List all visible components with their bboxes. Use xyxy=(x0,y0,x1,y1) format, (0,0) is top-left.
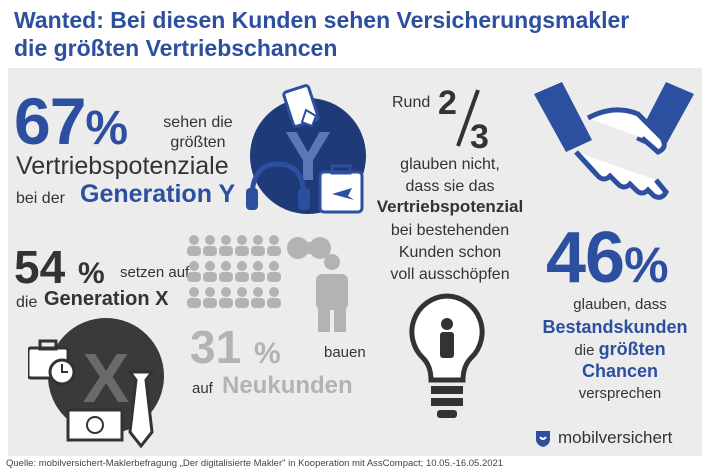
stat-54-text-a: setzen auf xyxy=(120,264,190,281)
stat-46-target-c: Chancen xyxy=(581,361,659,381)
stat-67-text-a: sehen die xyxy=(163,114,233,131)
crowd-person-icon xyxy=(219,235,233,256)
crowd-person-icon xyxy=(267,235,281,256)
stat-23-target: Vertriebspotenzial xyxy=(376,197,524,216)
generation-y-icon: Y xyxy=(246,84,366,214)
page-title: Wanted: Bei diesen Kunden sehen Versiche… xyxy=(14,6,629,62)
stat-23-text-c: bei bestehenden xyxy=(390,222,510,239)
crowd-person-icon xyxy=(203,261,217,282)
clock-icon xyxy=(48,358,76,386)
stat-23-text-d: Kunden schon xyxy=(398,244,502,261)
mobilversichert-logo: mobilversichert xyxy=(534,428,672,448)
stat-54-text-b: die xyxy=(16,294,38,311)
stat-67-text-c: Vertriebspotenziale xyxy=(16,152,229,180)
gen-x-letter: X xyxy=(83,339,130,417)
crowd-person-icon xyxy=(235,287,249,308)
crowd-person-icon xyxy=(203,287,217,308)
logo-text: mobilversichert xyxy=(558,428,673,447)
generation-x-icon: X xyxy=(28,318,164,449)
stat-23-prefix: Rund xyxy=(392,94,431,111)
stat-23-text-b: dass sie das xyxy=(405,178,495,195)
stat-46-line-b: die größten xyxy=(540,338,700,362)
stat-67-value: 67% xyxy=(14,84,128,158)
crowd-person-icon xyxy=(235,235,249,256)
stat-31-value: 31 % xyxy=(190,321,281,373)
title-line-1: Wanted: Bei diesen Kunden sehen Versiche… xyxy=(14,7,630,33)
crowd-person-icon xyxy=(267,261,281,282)
money-icon xyxy=(66,408,124,442)
crowd-person-icon xyxy=(267,287,281,308)
shield-icon xyxy=(536,431,550,447)
fraction-slash xyxy=(456,89,480,147)
stat-46-value: 46% xyxy=(546,218,669,298)
stat-67-text-b: größten xyxy=(170,134,226,151)
title-line-2: die größten Vertriebschancen xyxy=(14,35,338,61)
crowd-person-icon xyxy=(187,261,201,282)
crowd-person-icon xyxy=(251,287,265,308)
crowd-person-icon xyxy=(251,261,265,282)
stat-31-text-b: auf xyxy=(192,380,213,397)
stat-23-numerator: 2 xyxy=(438,84,457,122)
stat-31-target: Neukunden xyxy=(222,372,353,399)
crowd-icon xyxy=(187,235,281,308)
stat-46-target-b: größten xyxy=(598,339,666,359)
light-bulb-icon xyxy=(409,293,485,418)
stat-67-text-d: bei der xyxy=(16,190,65,207)
crowd-person-icon xyxy=(203,235,217,256)
stat-46-text-b: die xyxy=(574,342,595,359)
binoculars-person-icon xyxy=(287,237,348,332)
source-note: Quelle: mobilversichert-Maklerbefragung … xyxy=(6,458,504,469)
stat-54-target: Generation X xyxy=(44,288,169,310)
tie-icon xyxy=(127,370,155,449)
stat-23-text-e: voll ausschöpfen xyxy=(390,266,510,283)
headphones-icon xyxy=(246,161,310,210)
stat-23-denominator: 3 xyxy=(470,118,489,156)
stat-54-value: 54 % xyxy=(14,241,105,293)
smartphone-icon xyxy=(282,84,320,128)
stat-46-target: Bestandskunden xyxy=(542,317,688,337)
person-icon xyxy=(440,318,454,358)
stat-31-text-a: bauen xyxy=(324,344,366,361)
stat-46-text-c: versprechen xyxy=(578,385,662,402)
stat-67-target: Generation Y xyxy=(80,180,236,208)
stat-46-text-a: glauben, dass xyxy=(573,296,667,313)
handshake-icon xyxy=(534,82,694,200)
crowd-person-icon xyxy=(251,235,265,256)
crowd-person-icon xyxy=(187,235,201,256)
stat-23-text-a: glauben nicht, xyxy=(400,156,500,173)
suitcase-icon xyxy=(318,164,364,214)
crowd-person-icon xyxy=(219,287,233,308)
crowd-person-icon xyxy=(187,287,201,308)
crowd-person-icon xyxy=(219,261,233,282)
crowd-person-icon xyxy=(235,261,249,282)
